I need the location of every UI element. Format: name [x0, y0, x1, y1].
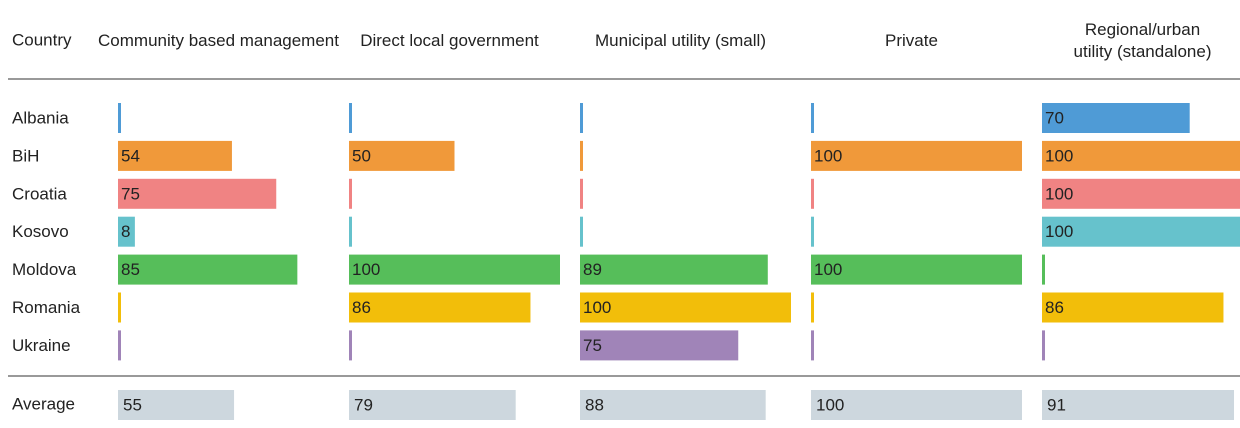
- value-label: 100: [814, 146, 842, 165]
- average-bar: [811, 390, 1022, 420]
- value-label: 75: [121, 184, 140, 203]
- empty-marker: [811, 103, 814, 133]
- bar: [1042, 103, 1190, 133]
- empty-marker: [811, 292, 814, 323]
- average-bar: [118, 390, 235, 420]
- average-label: Average: [12, 394, 75, 413]
- average-value-label: 79: [354, 395, 373, 414]
- average-bar: [580, 390, 766, 420]
- column-header: Direct local government: [360, 31, 539, 50]
- value-label: 100: [1045, 222, 1073, 241]
- value-label: 89: [583, 260, 602, 279]
- bar: [349, 254, 560, 285]
- column-header: Private: [885, 31, 938, 50]
- bar: [1042, 292, 1224, 323]
- column-header: Municipal utility (small): [595, 31, 766, 50]
- bar: [1042, 140, 1240, 171]
- empty-marker: [580, 103, 583, 133]
- value-label: 100: [1045, 146, 1073, 165]
- empty-marker: [349, 178, 352, 209]
- average-value-label: 100: [816, 395, 844, 414]
- bar: [580, 330, 739, 361]
- value-label: 85: [121, 260, 140, 279]
- bar: [349, 140, 455, 171]
- empty-marker: [1042, 330, 1045, 361]
- average-value-label: 91: [1047, 395, 1066, 414]
- bar: [811, 140, 1022, 171]
- bar: [118, 216, 135, 247]
- empty-marker: [349, 103, 352, 133]
- category-label: Croatia: [12, 184, 67, 203]
- category-label: Romania: [12, 298, 81, 317]
- category-label: Moldova: [12, 260, 77, 279]
- empty-marker: [118, 330, 121, 361]
- bar: [1042, 216, 1240, 247]
- empty-marker: [349, 216, 352, 247]
- column-header: Regional/urban utility (standalone): [1073, 20, 1212, 61]
- bar: [118, 140, 232, 171]
- empty-marker: [580, 216, 583, 247]
- empty-marker: [580, 178, 583, 209]
- value-label: 70: [1045, 108, 1064, 127]
- average-value-label: 88: [585, 395, 604, 414]
- column-header: Community based management: [98, 31, 339, 50]
- value-label: 75: [583, 336, 602, 355]
- bar: [580, 254, 768, 285]
- average-value-label: 55: [123, 395, 142, 414]
- bar: [811, 254, 1022, 285]
- average-bar: [349, 390, 516, 420]
- average-bar: [1042, 390, 1235, 420]
- category-header: Country: [12, 30, 72, 49]
- bar: [1042, 178, 1240, 209]
- category-label: Albania: [12, 108, 69, 127]
- bar: [118, 178, 277, 209]
- bar: [118, 254, 298, 285]
- value-label: 100: [1045, 184, 1073, 203]
- category-label: BiH: [12, 146, 39, 165]
- value-label: 86: [1045, 298, 1064, 317]
- category-label: Kosovo: [12, 222, 69, 241]
- value-label: 100: [814, 260, 842, 279]
- value-label: 100: [352, 260, 380, 279]
- bar: [580, 292, 791, 323]
- value-label: 54: [121, 146, 140, 165]
- category-label: Ukraine: [12, 336, 71, 355]
- value-label: 100: [583, 298, 611, 317]
- empty-marker: [580, 140, 583, 171]
- empty-marker: [1042, 254, 1045, 285]
- empty-marker: [811, 178, 814, 209]
- empty-marker: [118, 103, 121, 133]
- empty-marker: [118, 292, 121, 323]
- empty-marker: [349, 330, 352, 361]
- value-label: 50: [352, 146, 371, 165]
- value-label: 86: [352, 298, 371, 317]
- empty-marker: [811, 330, 814, 361]
- value-label: 8: [121, 222, 130, 241]
- empty-marker: [811, 216, 814, 247]
- bar: [349, 292, 531, 323]
